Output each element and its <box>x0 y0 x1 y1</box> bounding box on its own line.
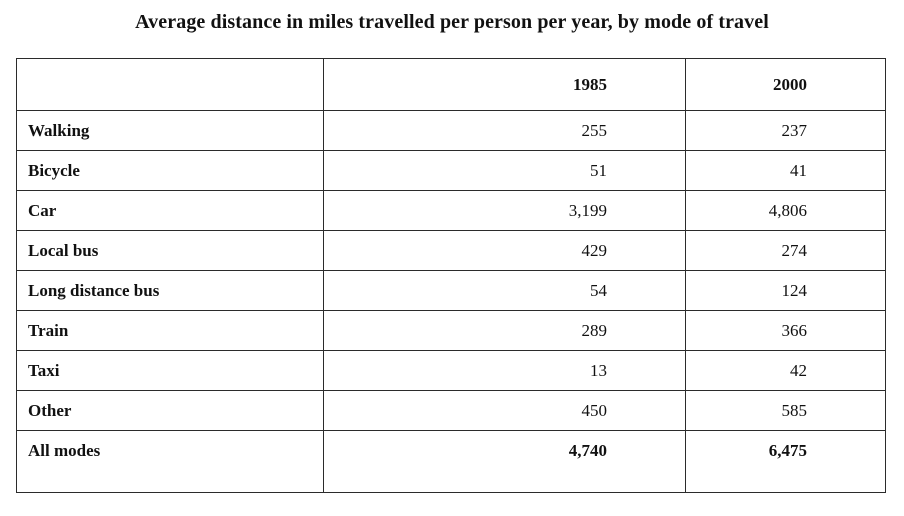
table-row: Other 450 585 <box>16 390 886 431</box>
value-cell-2000: 274 <box>685 230 886 271</box>
value-cell-2000: 4,806 <box>685 190 886 231</box>
table-row: Local bus 429 274 <box>16 230 886 271</box>
mode-cell: Car <box>16 190 324 231</box>
header-cell-2000: 2000 <box>685 58 886 111</box>
header-cell-mode <box>16 58 324 111</box>
value-cell-1985: 289 <box>323 310 686 351</box>
table-row: Car 3,199 4,806 <box>16 190 886 231</box>
value-cell-1985: 429 <box>323 230 686 271</box>
mode-cell: Train <box>16 310 324 351</box>
mode-cell: Walking <box>16 110 324 151</box>
data-table: 1985 2000 Walking 255 237 Bicycle 51 41 … <box>16 58 886 493</box>
value-cell-1985: 3,199 <box>323 190 686 231</box>
value-cell-1985: 13 <box>323 350 686 391</box>
mode-cell: Other <box>16 390 324 431</box>
total-row: All modes 4,740 6,475 <box>16 430 886 493</box>
table-row: Taxi 13 42 <box>16 350 886 391</box>
header-cell-1985: 1985 <box>323 58 686 111</box>
table-row: Bicycle 51 41 <box>16 150 886 191</box>
mode-cell: Taxi <box>16 350 324 391</box>
value-cell-2000: 41 <box>685 150 886 191</box>
header-row: 1985 2000 <box>16 58 886 111</box>
mode-cell: Bicycle <box>16 150 324 191</box>
value-cell-2000: 124 <box>685 270 886 311</box>
value-cell-2000: 366 <box>685 310 886 351</box>
value-cell-2000: 585 <box>685 390 886 431</box>
table-row: Long distance bus 54 124 <box>16 270 886 311</box>
total-cell-2000: 6,475 <box>685 430 886 493</box>
mode-cell: Local bus <box>16 230 324 271</box>
table-title: Average distance in miles travelled per … <box>135 11 769 33</box>
table-row: Train 289 366 <box>16 310 886 351</box>
total-cell-1985: 4,740 <box>323 430 686 493</box>
data-table-container: 1985 2000 Walking 255 237 Bicycle 51 41 … <box>16 58 886 493</box>
value-cell-1985: 54 <box>323 270 686 311</box>
value-cell-1985: 51 <box>323 150 686 191</box>
table-row: Walking 255 237 <box>16 110 886 151</box>
value-cell-1985: 255 <box>323 110 686 151</box>
value-cell-1985: 450 <box>323 390 686 431</box>
mode-cell: Long distance bus <box>16 270 324 311</box>
value-cell-2000: 42 <box>685 350 886 391</box>
value-cell-2000: 237 <box>685 110 886 151</box>
total-label-cell: All modes <box>16 430 324 493</box>
